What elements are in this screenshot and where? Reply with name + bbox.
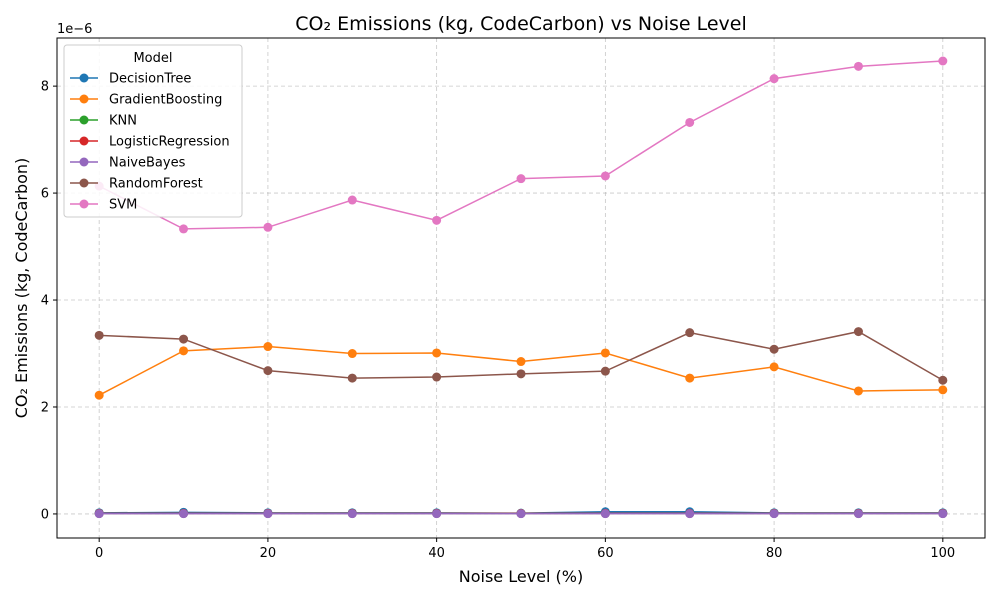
data-point-randomforest xyxy=(432,372,442,382)
series-randomforest xyxy=(94,327,948,385)
legend-title: Model xyxy=(133,51,172,66)
legend-marker xyxy=(79,199,89,209)
data-point-randomforest xyxy=(516,369,526,379)
legend-marker xyxy=(79,178,89,188)
data-point-gradientboosting xyxy=(685,373,695,383)
data-point-naivebayes xyxy=(516,509,526,519)
data-point-naivebayes xyxy=(263,509,273,519)
data-point-svm xyxy=(600,171,610,181)
data-point-svm xyxy=(263,222,273,232)
data-point-gradientboosting xyxy=(179,346,189,356)
data-point-svm xyxy=(432,215,442,225)
data-point-gradientboosting xyxy=(432,348,442,358)
y-tick-label: 8 xyxy=(41,80,49,95)
legend-marker xyxy=(79,157,89,167)
data-point-naivebayes xyxy=(600,509,610,519)
series-gradientboosting xyxy=(94,342,948,400)
data-point-naivebayes xyxy=(853,509,863,519)
data-point-gradientboosting xyxy=(516,357,526,367)
legend-marker xyxy=(79,73,89,83)
data-point-randomforest xyxy=(685,328,695,338)
data-point-naivebayes xyxy=(347,509,357,519)
x-tick-label: 100 xyxy=(930,546,955,561)
y-axis-title: CO₂ Emissions (kg, CodeCarbon) xyxy=(12,158,31,419)
data-point-svm xyxy=(179,224,189,234)
legend-item-svm: SVM xyxy=(70,198,137,213)
data-point-svm xyxy=(938,56,948,66)
legend: Model DecisionTree GradientBoosting KNN Log… xyxy=(63,44,243,218)
y-tick-label: 2 xyxy=(41,400,49,415)
data-point-naivebayes xyxy=(179,509,189,519)
x-tick-label: 20 xyxy=(260,546,277,561)
legend-label: KNN xyxy=(109,114,137,129)
data-point-naivebayes xyxy=(432,509,442,519)
data-point-randomforest xyxy=(600,366,610,376)
data-point-svm xyxy=(769,74,779,84)
data-point-gradientboosting xyxy=(600,348,610,358)
legend-item-knn: KNN xyxy=(70,114,137,129)
legend-marker xyxy=(79,94,89,104)
y-tick-label: 4 xyxy=(41,294,49,309)
data-point-gradientboosting xyxy=(94,390,104,400)
data-point-svm xyxy=(853,61,863,71)
legend-box xyxy=(63,44,243,218)
legend-label: LogisticRegression xyxy=(109,135,230,150)
y-axis: 0 2 4 6 8 xyxy=(41,80,57,522)
series-naivebayes xyxy=(94,509,948,519)
data-point-randomforest xyxy=(769,344,779,354)
x-tick-label: 40 xyxy=(428,546,445,561)
data-point-naivebayes xyxy=(769,509,779,519)
data-point-naivebayes xyxy=(685,509,695,519)
legend-marker xyxy=(79,136,89,146)
y-tick-label: 6 xyxy=(41,187,49,202)
plot-frame xyxy=(56,37,986,539)
legend-label: NaiveBayes xyxy=(109,156,186,171)
legend-item-logisticregression: LogisticRegression xyxy=(70,135,230,150)
data-point-gradientboosting xyxy=(347,349,357,359)
series-svm xyxy=(94,56,948,234)
data-point-randomforest xyxy=(179,334,189,344)
legend-item-naivebayes: NaiveBayes xyxy=(70,156,186,171)
data-point-randomforest xyxy=(347,373,357,383)
series-layer xyxy=(94,56,948,519)
x-tick-label: 80 xyxy=(766,546,783,561)
data-point-naivebayes xyxy=(938,509,948,519)
legend-label: GradientBoosting xyxy=(109,93,222,108)
x-tick-label: 0 xyxy=(95,546,103,561)
data-point-gradientboosting xyxy=(938,385,948,395)
legend-item-gradientboosting: GradientBoosting xyxy=(70,93,222,108)
legend-label: DecisionTree xyxy=(109,72,191,87)
legend-item-decisiontree: DecisionTree xyxy=(70,72,191,87)
x-axis: 0 20 40 60 80 100 xyxy=(95,538,955,561)
x-axis-title: Noise Level (%) xyxy=(459,567,583,586)
legend-item-randomforest: RandomForest xyxy=(70,177,203,192)
x-tick-label: 60 xyxy=(597,546,614,561)
legend-label: RandomForest xyxy=(109,177,203,192)
legend-label: SVM xyxy=(109,198,137,213)
data-point-svm xyxy=(685,117,695,127)
data-point-gradientboosting xyxy=(853,386,863,396)
data-point-svm xyxy=(516,174,526,184)
data-point-svm xyxy=(347,195,357,205)
legend-items: DecisionTree GradientBoosting KNN LogisticR… xyxy=(70,72,230,213)
data-point-randomforest xyxy=(938,375,948,385)
data-point-gradientboosting xyxy=(769,362,779,372)
chart-title: CO₂ Emissions (kg, CodeCarbon) vs Noise … xyxy=(295,13,747,35)
legend-marker xyxy=(79,115,89,125)
data-point-gradientboosting xyxy=(263,342,273,352)
data-point-randomforest xyxy=(263,366,273,376)
y-tick-label: 0 xyxy=(41,507,49,522)
data-point-randomforest xyxy=(853,327,863,337)
data-point-naivebayes xyxy=(94,509,104,519)
data-point-randomforest xyxy=(94,330,104,340)
y-offset-label: 1e−6 xyxy=(57,22,92,37)
